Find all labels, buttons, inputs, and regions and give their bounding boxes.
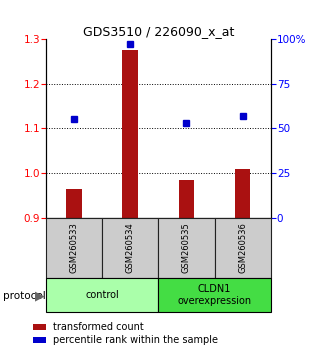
Text: GSM260536: GSM260536 (238, 222, 247, 273)
Bar (214, 218, 271, 278)
Text: GSM260534: GSM260534 (126, 222, 135, 273)
Bar (122, 50, 138, 218)
Title: GDS3510 / 226090_x_at: GDS3510 / 226090_x_at (83, 25, 234, 38)
Bar (235, 169, 250, 218)
Bar (46, 278, 158, 312)
Text: percentile rank within the sample: percentile rank within the sample (53, 335, 218, 345)
Text: GSM260533: GSM260533 (70, 222, 79, 273)
Text: control: control (85, 290, 119, 300)
Bar (66, 189, 82, 218)
Bar (158, 218, 215, 278)
Text: protocol: protocol (3, 291, 46, 301)
Bar (158, 278, 271, 312)
Text: transformed count: transformed count (53, 322, 144, 332)
Bar (102, 218, 158, 278)
Bar (179, 180, 194, 218)
Text: GSM260535: GSM260535 (182, 222, 191, 273)
Text: ▶: ▶ (35, 289, 44, 302)
Bar (46, 218, 102, 278)
Text: CLDN1
overexpression: CLDN1 overexpression (178, 284, 251, 306)
